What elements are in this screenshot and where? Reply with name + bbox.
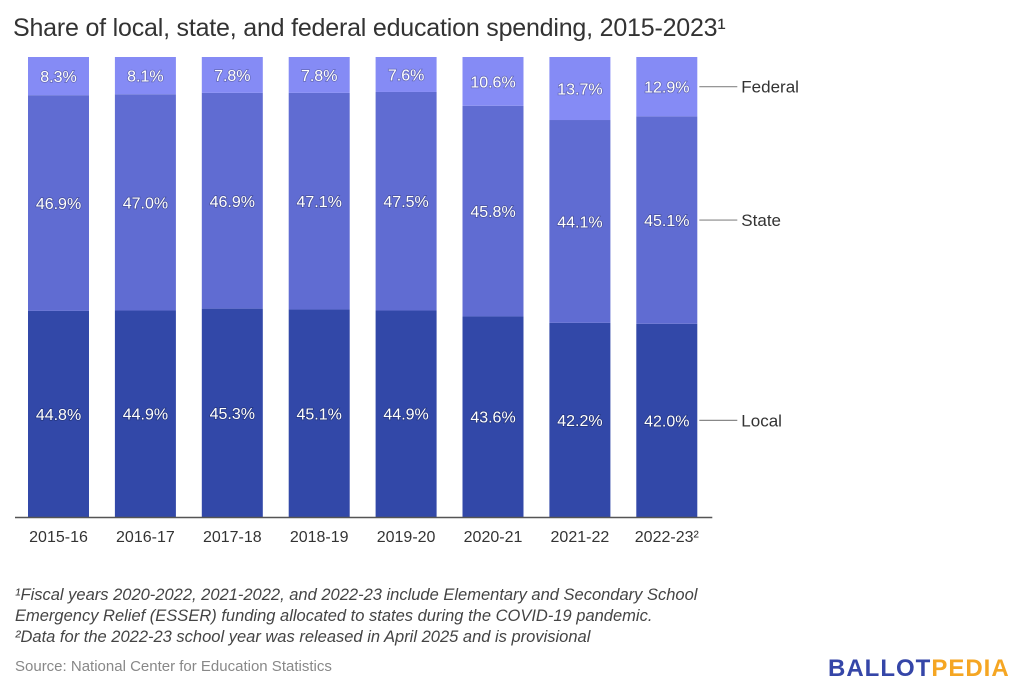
- bar-segment-local: [288, 309, 350, 517]
- footnotes: ¹Fiscal years 2020-2022, 2021-2022, and …: [15, 585, 697, 648]
- bar-segment-state: [114, 94, 176, 311]
- x-tick-label: 2022-23²: [635, 529, 700, 546]
- data-label-local: 44.8%: [36, 407, 81, 424]
- bar-segment-state: [462, 105, 524, 317]
- x-tick-label: 2019-20: [377, 529, 436, 546]
- logo-pedia: PEDIA: [931, 655, 1010, 682]
- data-label-state: 46.9%: [210, 194, 255, 211]
- bar-segment-state: [28, 95, 89, 311]
- data-label-state: 47.5%: [383, 194, 428, 211]
- bar-segment-federal: [549, 57, 611, 121]
- bars-group: [28, 57, 698, 517]
- bar-segment-state: [375, 91, 437, 311]
- bar-segment-state: [549, 120, 611, 323]
- footnote-line: ¹Fiscal years 2020-2022, 2021-2022, and …: [15, 586, 698, 604]
- x-tick-label: 2017-18: [203, 529, 262, 546]
- legend-label-state: State: [741, 211, 781, 230]
- bar-segment-federal: [28, 57, 89, 96]
- x-tick-labels-group: 2015-16 2016-17 2017-18 2018-19 2019-20 2020-…: [29, 529, 699, 546]
- legend-label-local: Local: [741, 411, 782, 430]
- bar-segment-state: [636, 116, 698, 324]
- data-label-local: 44.9%: [123, 407, 168, 424]
- data-label-state: 47.1%: [297, 194, 342, 211]
- data-label-local: 42.0%: [644, 413, 689, 430]
- data-label-federal: 8.3%: [40, 69, 76, 86]
- ballotpedia-logo: BALLOTPEDIA: [828, 655, 1010, 683]
- data-label-state: 46.9%: [36, 196, 81, 213]
- footnote-line: Emergency Relief (ESSER) funding allocat…: [15, 607, 653, 625]
- x-tick-label: 2018-19: [290, 529, 349, 546]
- bar-segment-federal: [201, 57, 263, 93]
- bar-segment-federal: [114, 57, 176, 95]
- bar-segment-local: [549, 322, 611, 517]
- chart-title: Share of local, state, and federal educa…: [13, 14, 726, 42]
- data-label-local: 44.9%: [383, 407, 428, 424]
- bar-segment-state: [288, 92, 350, 310]
- data-label-state: 45.1%: [644, 213, 689, 230]
- data-label-federal: 13.7%: [557, 82, 602, 99]
- bar-segment-federal: [288, 57, 350, 93]
- data-label-local: 45.1%: [297, 406, 342, 423]
- legend-group: Local State Federal: [699, 78, 799, 430]
- x-tick-label: 2016-17: [116, 529, 175, 546]
- data-label-local: 42.2%: [557, 413, 602, 430]
- bar-segment-local: [28, 310, 89, 517]
- data-label-state: 47.0%: [123, 195, 168, 212]
- data-label-federal: 7.6%: [388, 67, 424, 84]
- data-label-federal: 12.9%: [644, 80, 689, 97]
- data-label-state: 45.8%: [470, 204, 515, 221]
- legend-label-federal: Federal: [741, 78, 799, 97]
- bar-segment-federal: [636, 57, 698, 117]
- logo-ballot: BALLOT: [828, 655, 932, 682]
- data-label-state: 44.1%: [557, 214, 602, 231]
- x-tick-label: 2015-16: [29, 529, 88, 546]
- data-label-local: 43.6%: [470, 410, 515, 427]
- bar-segment-local: [114, 310, 176, 517]
- data-label-federal: 8.1%: [127, 69, 163, 86]
- bar-segment-federal: [462, 57, 524, 106]
- data-label-federal: 7.8%: [301, 68, 337, 85]
- data-label-local: 45.3%: [210, 406, 255, 423]
- bar-segment-local: [201, 308, 263, 517]
- source-note: Source: National Center for Education St…: [15, 658, 332, 675]
- bar-segment-local: [636, 323, 698, 517]
- x-tick-label: 2021-22: [551, 529, 610, 546]
- data-labels-group: 44.8% 46.9% 8.3% 44.9% 47.0% 8.1% 45.3% 46.9% 7.…: [35, 67, 690, 431]
- bar-segment-local: [375, 310, 437, 517]
- bar-segment-local: [462, 316, 524, 517]
- bar-segment-federal: [375, 57, 437, 92]
- x-tick-label: 2020-21: [464, 529, 523, 546]
- data-label-federal: 10.6%: [470, 74, 515, 91]
- footnote-line: ²Data for the 2022-23 school year was re…: [15, 628, 591, 646]
- data-label-federal: 7.8%: [214, 68, 250, 85]
- bar-segment-state: [201, 92, 263, 309]
